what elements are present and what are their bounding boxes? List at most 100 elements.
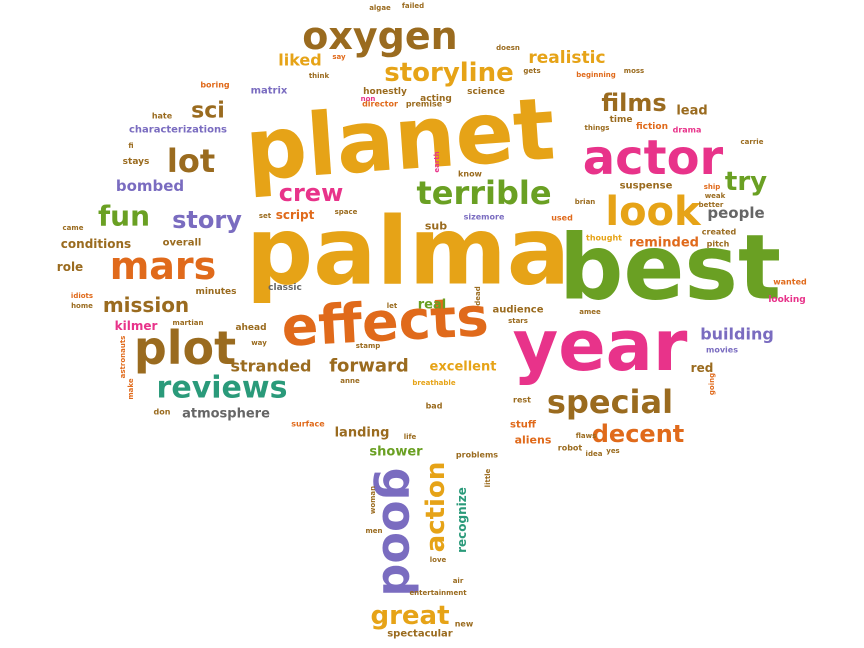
word-space: space: [335, 208, 358, 216]
word-pitch: pitch: [707, 240, 730, 249]
word-drama: drama: [673, 126, 702, 135]
word-robot: robot: [558, 444, 583, 453]
word-anne: anne: [340, 377, 360, 385]
word-doesn: doesn: [496, 44, 520, 52]
word-gets: gets: [523, 67, 540, 75]
word-love: love: [430, 556, 447, 564]
word-suspense: suspense: [620, 181, 673, 192]
word-looking: looking: [768, 295, 805, 305]
word-story: story: [172, 206, 242, 234]
word-idiots: idiots: [71, 292, 93, 300]
word-algae: algae: [369, 4, 391, 12]
word-building: building: [700, 325, 774, 344]
word-fi: fi: [128, 142, 133, 150]
word-lot: lot: [167, 142, 215, 180]
word-characterizations: characterizations: [129, 125, 227, 136]
word-astronauts: astronauts: [119, 336, 127, 379]
word-people: people: [707, 204, 764, 222]
word-time: time: [610, 115, 633, 125]
word-idea: idea: [586, 450, 603, 458]
word-reminded: reminded: [629, 236, 699, 251]
word-ahead: ahead: [235, 323, 266, 333]
word-effects: effects: [280, 285, 490, 359]
word-don: don: [154, 408, 171, 417]
word-matrix: matrix: [251, 86, 288, 97]
word-martian: martian: [173, 319, 204, 327]
word-atmosphere: atmosphere: [182, 407, 270, 422]
word-role: role: [57, 260, 83, 274]
word-landing: landing: [335, 426, 390, 441]
word-lead: lead: [676, 104, 707, 119]
word-bombed: bombed: [116, 177, 184, 195]
word-thought: thought: [586, 234, 622, 243]
word-say: say: [332, 53, 346, 61]
word-little: little: [484, 468, 492, 487]
word-flaws: flaws: [576, 432, 597, 440]
word-classic: classic: [268, 283, 302, 293]
word-crew: crew: [279, 179, 344, 207]
word-weak: weak: [705, 192, 726, 200]
word-failed: failed: [402, 2, 424, 10]
word-actor: actor: [583, 130, 724, 186]
word-mars: mars: [110, 244, 217, 288]
word-boring: boring: [200, 81, 230, 90]
word-director: director: [362, 100, 398, 109]
word-honestly: honestly: [363, 87, 407, 97]
word-terrible: terrible: [416, 174, 551, 212]
word-spectacular: spectacular: [387, 629, 453, 640]
word-sci: sci: [191, 99, 225, 124]
word-conditions: conditions: [61, 237, 131, 251]
word-air: air: [453, 577, 464, 585]
word-recognize: recognize: [455, 487, 469, 553]
word-mission: mission: [103, 293, 189, 317]
word-surface: surface: [291, 420, 325, 429]
word-sub: sub: [425, 220, 447, 233]
word-science: science: [467, 87, 505, 97]
word-hate: hate: [152, 112, 173, 121]
word-amee: amee: [579, 308, 601, 316]
word-good: good: [372, 467, 426, 596]
word-carrie: carrie: [741, 138, 764, 146]
word-stuff: stuff: [510, 420, 537, 431]
word-stays: stays: [123, 157, 150, 167]
word-wanted: wanted: [773, 278, 807, 287]
word-entertainment: entertainment: [409, 589, 467, 597]
word-came: came: [63, 224, 84, 232]
word-stamp: stamp: [356, 342, 381, 350]
word-reviews: reviews: [157, 371, 288, 406]
word-set: set: [259, 212, 272, 220]
word-real: real: [418, 298, 446, 313]
word-woman: woman: [369, 486, 377, 514]
word-acting: acting: [420, 94, 452, 104]
word-palma: palma: [246, 198, 570, 307]
word-non: non: [361, 95, 376, 103]
word-fun: fun: [98, 200, 150, 233]
word-special: special: [547, 383, 673, 421]
word-red: red: [691, 361, 714, 375]
word-liked: liked: [278, 51, 321, 70]
word-rest: rest: [513, 396, 531, 405]
word-realistic: realistic: [528, 48, 605, 68]
word-great: great: [370, 601, 449, 631]
word-script: script: [276, 208, 315, 222]
word-moss: moss: [624, 67, 644, 75]
word-storyline: storyline: [384, 58, 514, 88]
word-fiction: fiction: [636, 122, 668, 132]
word-problems: problems: [456, 451, 498, 460]
word-yes: yes: [606, 447, 619, 455]
word-earth: earth: [433, 151, 441, 172]
word-shower: shower: [369, 445, 423, 460]
word-planet: planet: [242, 79, 558, 200]
word-best: best: [559, 216, 781, 321]
word-forward: forward: [329, 356, 409, 377]
word-new: new: [455, 620, 474, 629]
word-films: films: [601, 89, 666, 117]
word-know: know: [458, 170, 483, 179]
word-year: year: [513, 305, 688, 387]
word-stranded: stranded: [230, 357, 311, 376]
word-plot: plot: [134, 321, 236, 375]
word-breathable: breathable: [412, 379, 455, 387]
word-action: action: [421, 462, 451, 553]
word-minutes: minutes: [195, 287, 236, 297]
